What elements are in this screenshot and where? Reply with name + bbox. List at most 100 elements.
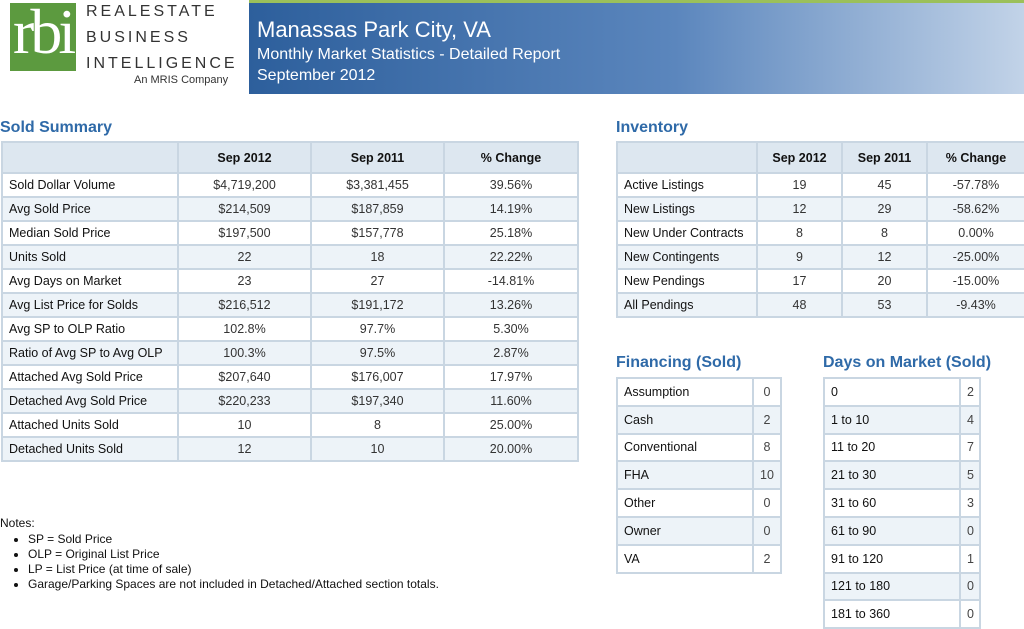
report-title: Manassas Park City, VA <box>257 17 491 42</box>
row-label: Owner <box>616 515 754 546</box>
cell-value: 29 <box>841 196 928 222</box>
cell-value: 0 <box>752 515 782 546</box>
brand-line-2: BUSINESS <box>86 29 191 46</box>
row-label: VA <box>616 543 754 574</box>
cell-value: 39.56% <box>443 172 579 198</box>
cell-value: 48 <box>756 292 843 318</box>
cell-value: 8 <box>752 432 782 463</box>
note-item: LP = List Price (at time of sale) <box>28 562 439 577</box>
cell-value: $197,500 <box>177 220 312 246</box>
cell-value: 100.3% <box>177 340 312 366</box>
table-row: 31 to 60 3 <box>823 488 981 518</box>
row-label: Detached Units Sold <box>1 436 179 462</box>
column-header: % Change <box>926 141 1024 174</box>
cell-value: -9.43% <box>926 292 1024 318</box>
cell-value: $216,512 <box>177 292 312 318</box>
cell-value: 23 <box>177 268 312 294</box>
cell-value: 8 <box>756 220 843 246</box>
row-label: FHA <box>616 460 754 491</box>
cell-value: 2.87% <box>443 340 579 366</box>
cell-value: 12 <box>756 196 843 222</box>
inventory-table: Sep 2012 Sep 2011% Change Active Listings 1… <box>616 141 1024 318</box>
inventory-title: Inventory <box>616 119 689 136</box>
row-label: Active Listings <box>616 172 758 198</box>
table-row: 181 to 360 0 <box>823 599 981 629</box>
table-row: New Contingents 9 12 -25.00% <box>616 244 1024 270</box>
row-label: 121 to 180 <box>823 571 961 602</box>
row-label: Detached Avg Sold Price <box>1 388 179 414</box>
cell-value: -57.78% <box>926 172 1024 198</box>
cell-value: 8 <box>841 220 928 246</box>
row-label: 1 to 10 <box>823 404 961 435</box>
table-row: 121 to 180 0 <box>823 571 981 602</box>
cell-value: $191,172 <box>310 292 445 318</box>
cell-value: 97.5% <box>310 340 445 366</box>
cell-value: 8 <box>310 412 445 438</box>
cell-value: 20 <box>841 268 928 294</box>
column-header: Sep 2012 <box>177 141 312 174</box>
report-banner: Manassas Park City, VA Monthly Market St… <box>249 0 1024 94</box>
table-row: Units Sold 22 18 22.22% <box>1 244 579 270</box>
cell-value: -58.62% <box>926 196 1024 222</box>
column-header: Sep 2012 <box>756 141 843 174</box>
cell-value: $176,007 <box>310 364 445 390</box>
table-row: FHA 10 <box>616 460 782 491</box>
cell-value: 11.60% <box>443 388 579 414</box>
table-row: New Listings 12 29 -58.62% <box>616 196 1024 222</box>
row-label: New Under Contracts <box>616 220 758 246</box>
column-header: Sep 2011 <box>310 141 445 174</box>
cell-value: $220,233 <box>177 388 312 414</box>
row-label: New Contingents <box>616 244 758 270</box>
notes-list: SP = Sold PriceOLP = Original List Price… <box>0 532 439 592</box>
cell-value: -15.00% <box>926 268 1024 294</box>
cell-value: 4 <box>959 404 981 435</box>
cell-value: 0 <box>752 377 782 407</box>
cell-value: 3 <box>959 488 981 518</box>
column-header <box>1 141 179 174</box>
column-header <box>616 141 758 174</box>
cell-value: 20.00% <box>443 436 579 462</box>
table-row: Detached Units Sold 12 10 20.00% <box>1 436 579 462</box>
table-row: Attached Units Sold 10 8 25.00% <box>1 412 579 438</box>
cell-value: $157,778 <box>310 220 445 246</box>
row-label: All Pendings <box>616 292 758 318</box>
column-header: Sep 2011 <box>841 141 928 174</box>
cell-value: 14.19% <box>443 196 579 222</box>
row-label: 11 to 20 <box>823 432 961 463</box>
row-label: New Pendings <box>616 268 758 294</box>
cell-value: 0 <box>959 571 981 602</box>
cell-value: $4,719,200 <box>177 172 312 198</box>
cell-value: 2 <box>752 404 782 435</box>
cell-value: $3,381,455 <box>310 172 445 198</box>
table-row: Conventional 8 <box>616 432 782 463</box>
cell-value: 18 <box>310 244 445 270</box>
table-row: 91 to 120 1 <box>823 543 981 574</box>
cell-value: 22.22% <box>443 244 579 270</box>
cell-value: $197,340 <box>310 388 445 414</box>
brand-line-1: REALESTATE <box>86 3 218 20</box>
cell-value: 0 <box>959 515 981 546</box>
row-label: Conventional <box>616 432 754 463</box>
cell-value: -25.00% <box>926 244 1024 270</box>
cell-value: 13.26% <box>443 292 579 318</box>
financing-title: Financing (Sold) <box>616 354 742 371</box>
header-row: Sep 2012 Sep 2011% Change <box>616 141 1024 174</box>
notes: Notes: SP = Sold PriceOLP = Original Lis… <box>0 516 439 592</box>
row-label: New Listings <box>616 196 758 222</box>
table-row: Avg Days on Market 23 27 -14.81% <box>1 268 579 294</box>
cell-value: 17 <box>756 268 843 294</box>
cell-value: $214,509 <box>177 196 312 222</box>
table-row: 1 to 10 4 <box>823 404 981 435</box>
table-row: Avg Sold Price $214,509 $187,859 14.19% <box>1 196 579 222</box>
row-label: Cash <box>616 404 754 435</box>
table-row: Median Sold Price $197,500 $157,778 25.18% <box>1 220 579 246</box>
table-row: All Pendings 48 53 -9.43% <box>616 292 1024 318</box>
cell-value: 2 <box>959 377 981 407</box>
table-row: Cash 2 <box>616 404 782 435</box>
cell-value: 9 <box>756 244 843 270</box>
cell-value: 53 <box>841 292 928 318</box>
cell-value: 27 <box>310 268 445 294</box>
days-on-market-title: Days on Market (Sold) <box>823 354 992 371</box>
